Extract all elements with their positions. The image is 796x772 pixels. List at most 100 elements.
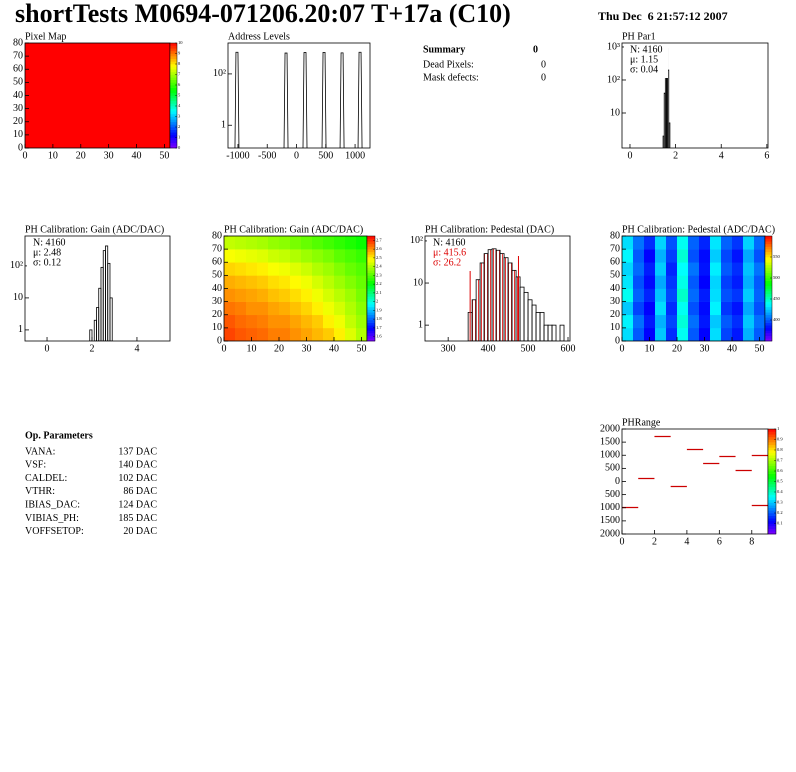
cell [257, 314, 269, 329]
colorbar-step [765, 304, 772, 308]
colorbar-step [765, 309, 772, 313]
cell [732, 314, 744, 329]
cell [677, 275, 689, 289]
cell [710, 327, 722, 341]
cell [279, 262, 291, 276]
date: Thu Dec 6 21:57:12 2007 [598, 9, 728, 23]
y-tick-label: 80 [13, 37, 23, 48]
bar [543, 324, 549, 341]
cell [721, 327, 733, 341]
plot-area [224, 236, 367, 341]
colorbar-step [765, 262, 772, 266]
y-tick-label: 2000 [600, 528, 620, 539]
stats-row: N: 4160 [33, 237, 66, 248]
plot-area [622, 236, 765, 341]
cell [633, 275, 645, 289]
colorbar-step [768, 465, 776, 469]
colorbar-step [765, 288, 772, 292]
x-tick-label: 6 [764, 150, 769, 161]
op-value: 124 DAC [118, 499, 157, 510]
op-value: 185 DAC [118, 513, 157, 524]
frame [621, 42, 769, 149]
x-tick-label: 10 [48, 150, 58, 161]
x-tick-label: -1000 [226, 150, 249, 161]
colorbar-step [768, 489, 776, 493]
bar [511, 269, 517, 341]
cell [655, 275, 667, 289]
colorbar-step [367, 325, 375, 329]
colorbar-step [765, 293, 772, 297]
cell [644, 327, 656, 341]
colorbar-step [765, 314, 772, 318]
colorbar-step [765, 270, 772, 274]
colorbar-step [765, 251, 772, 255]
colorbar-step [765, 296, 772, 300]
z-tick-label: 6 [178, 82, 181, 87]
y-tick-label: 10 [610, 107, 620, 118]
cell [721, 301, 733, 316]
cell [699, 301, 711, 316]
cell [323, 236, 335, 250]
z-tick-label: 3 [178, 114, 181, 119]
cell [754, 275, 765, 289]
colorbar-step [367, 285, 375, 289]
colorbar-step [765, 246, 772, 250]
cell [235, 249, 247, 263]
colorbar-step [765, 241, 772, 245]
stats-row: N: 4160 [630, 44, 663, 55]
y-tick-label: 20 [212, 309, 222, 320]
colorbar-step [765, 254, 772, 258]
cell [334, 275, 346, 289]
bar [507, 262, 513, 341]
cell [721, 275, 733, 289]
z-tick-label: 0.5 [777, 479, 783, 484]
cell [721, 249, 733, 263]
colorbar-step [765, 238, 772, 242]
colorbar-step [765, 317, 772, 321]
colorbar-step [170, 69, 177, 73]
cell [312, 249, 324, 263]
cell [345, 327, 357, 341]
frame [621, 428, 769, 535]
z-tick-label: 500 [773, 275, 781, 280]
y-tick-label: 10 [610, 322, 620, 333]
colorbar-step [367, 262, 375, 266]
z-tick-label: 9 [178, 51, 181, 56]
colorbar-step [367, 338, 375, 342]
cell [246, 314, 258, 329]
z-tick-label: 4 [178, 103, 181, 108]
colorbar-step [768, 431, 776, 435]
cell [334, 236, 346, 250]
y-tick-label: 10 [413, 277, 423, 288]
stats-row: σ: 0.12 [33, 257, 61, 268]
cell [246, 262, 258, 276]
colorbar-step [367, 327, 375, 331]
y-tick-label: 70 [13, 50, 23, 61]
colorbar-step [367, 241, 375, 245]
colorbar-step [765, 299, 772, 302]
cell [710, 236, 722, 250]
cell [677, 236, 689, 250]
cell [334, 288, 346, 302]
colorbar-step [170, 137, 177, 141]
cell [699, 314, 711, 329]
cell [224, 236, 236, 250]
cell [301, 249, 313, 263]
cell [622, 236, 634, 250]
cell [688, 288, 700, 302]
colorbar-step [768, 447, 776, 451]
colorbar-step [367, 272, 375, 276]
colorbar-step [367, 293, 375, 297]
cell [235, 301, 247, 316]
colorbar-step [170, 77, 177, 81]
x-tick-label: 0 [294, 150, 299, 161]
plot-area [89, 245, 113, 341]
cell [644, 301, 656, 316]
cell [345, 301, 357, 316]
spike [339, 52, 345, 148]
colorbar-step [170, 100, 177, 104]
cell [655, 236, 667, 250]
colorbar-step [170, 53, 177, 57]
colorbar-step [367, 301, 375, 305]
z-tick-label: 1 [777, 426, 779, 431]
